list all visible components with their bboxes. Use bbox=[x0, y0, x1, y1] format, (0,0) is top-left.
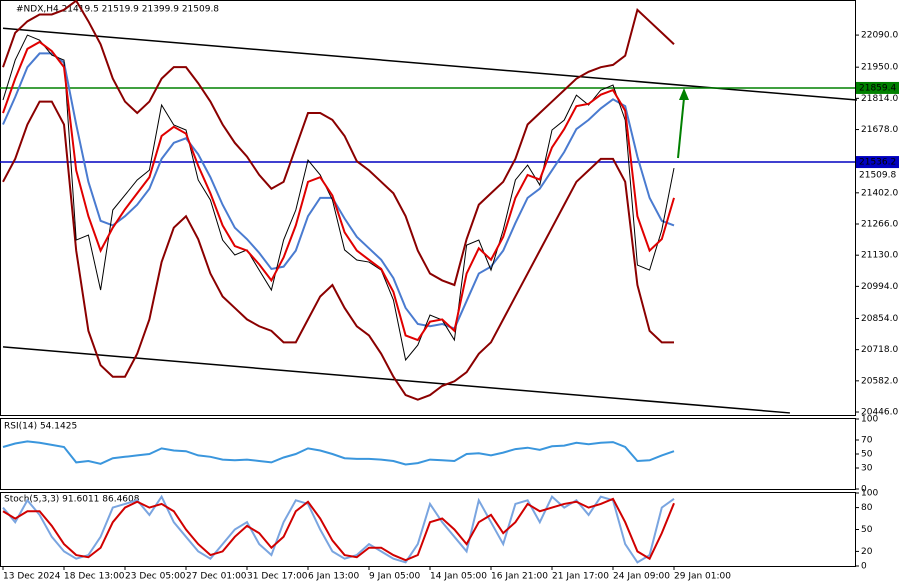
x-tick-label: 23 Dec 05:00 bbox=[125, 572, 186, 582]
y-tick-label: 100 bbox=[861, 415, 878, 425]
x-tick-label: 16 Jan 21:00 bbox=[491, 572, 548, 582]
x-tick-label: 21 Jan 17:00 bbox=[552, 572, 609, 582]
y-tick-label: 21814.0 bbox=[861, 94, 898, 104]
y-tick-label: 100 bbox=[861, 489, 878, 499]
stoch-title: Stoch(5,3,3) 91.6011 86.4608 bbox=[4, 495, 140, 505]
level-label: 21859.4 bbox=[859, 83, 896, 93]
y-tick-label: 50 bbox=[861, 450, 873, 460]
series-line bbox=[2, 34, 675, 362]
y-tick-label: 80 bbox=[861, 503, 873, 513]
level-label-box bbox=[856, 156, 899, 169]
y-tick-label: 21678.0 bbox=[861, 125, 898, 135]
y-tick-label: 70 bbox=[861, 436, 873, 446]
y-tick-label: 20718.0 bbox=[861, 345, 898, 355]
y-tick-label: 0 bbox=[861, 485, 867, 495]
series-line bbox=[2, 440, 675, 466]
x-tick-label: 27 Dec 01:00 bbox=[186, 572, 247, 582]
y-tick-label: 22090.0 bbox=[861, 31, 898, 41]
y-tick-label: 21950.0 bbox=[861, 63, 898, 73]
x-tick-label: 31 Dec 17:00 bbox=[247, 572, 308, 582]
arrow-head bbox=[679, 88, 689, 100]
y-tick-label: 30 bbox=[861, 464, 873, 474]
main-title: #NDX,H4 21419.5 21519.9 21399.9 21509.8 bbox=[16, 5, 219, 15]
rsi-title: RSI(14) 54.1425 bbox=[4, 422, 77, 432]
series-line bbox=[2, 497, 675, 562]
y-tick-label: 20854.0 bbox=[861, 314, 898, 324]
x-tick-label: 18 Dec 13:00 bbox=[64, 572, 125, 582]
last-price-label: 21509.8 bbox=[859, 171, 896, 181]
y-tick-label: 20446.0 bbox=[861, 408, 898, 418]
x-tick-label: 14 Jan 05:00 bbox=[430, 572, 487, 582]
x-tick-label: 6 Jan 13:00 bbox=[308, 572, 360, 582]
series-line bbox=[2, 0, 675, 287]
series-line bbox=[2, 40, 675, 342]
main-panel bbox=[0, 0, 856, 416]
y-tick-label: 20 bbox=[861, 547, 873, 557]
y-tick-label: 20994.0 bbox=[861, 282, 898, 292]
series-line bbox=[2, 494, 675, 564]
y-tick-label: 50 bbox=[861, 525, 873, 535]
y-tick-label: 21402.0 bbox=[861, 188, 898, 198]
y-tick-label: 21130.0 bbox=[861, 251, 898, 261]
y-tick-label: 20582.0 bbox=[861, 376, 898, 386]
y-tick-label: 21266.0 bbox=[861, 220, 898, 230]
y-tick-label: 0 bbox=[861, 562, 867, 572]
arrow-shaft bbox=[677, 97, 685, 159]
level-label-box bbox=[856, 81, 899, 94]
x-tick-label: 24 Jan 09:00 bbox=[613, 572, 670, 582]
x-tick-label: 29 Jan 01:00 bbox=[674, 572, 731, 582]
level-label: 21536.2 bbox=[859, 158, 896, 168]
x-tick-label: 9 Jan 05:00 bbox=[369, 572, 421, 582]
x-tick-label: 13 Dec 2024 bbox=[3, 572, 61, 582]
series-line bbox=[2, 100, 674, 401]
